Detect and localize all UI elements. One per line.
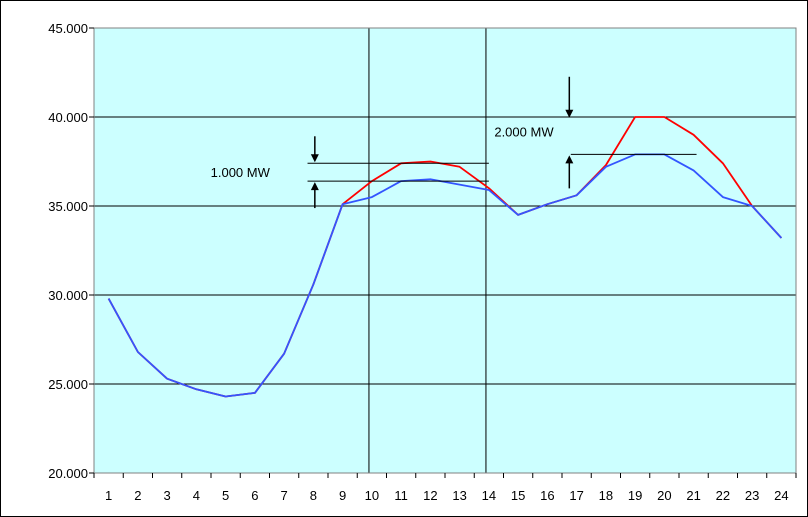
x-tick-label: 21 — [686, 488, 700, 503]
annotation-2-label: 2.000 MW — [494, 125, 554, 140]
x-tick-label: 15 — [511, 488, 525, 503]
arrow-up-head — [565, 155, 574, 164]
x-tick-label: 10 — [365, 488, 379, 503]
x-tick-label: 5 — [222, 488, 229, 503]
x-tick-label: 4 — [193, 488, 200, 503]
x-tick-label: 17 — [569, 488, 583, 503]
y-tick-label: 45.000 — [48, 21, 88, 36]
x-tick-label: 8 — [310, 488, 317, 503]
arrow-up-head — [310, 182, 319, 191]
y-tick-label: 35.000 — [48, 199, 88, 214]
x-tick-label: 20 — [657, 488, 671, 503]
x-tick-label: 6 — [251, 488, 258, 503]
x-tick-label: 12 — [423, 488, 437, 503]
x-tick-label: 14 — [482, 488, 496, 503]
x-tick-label: 23 — [745, 488, 759, 503]
annotation-1-label: 1.000 MW — [211, 165, 271, 180]
plot-area — [94, 28, 796, 473]
x-tick-label: 22 — [716, 488, 730, 503]
x-tick-label: 1 — [105, 488, 112, 503]
x-tick-label: 19 — [628, 488, 642, 503]
x-tick-label: 2 — [134, 488, 141, 503]
x-tick-label: 24 — [774, 488, 788, 503]
arrow-down-head — [565, 109, 574, 118]
y-tick-label: 30.000 — [48, 288, 88, 303]
series-line-blue — [107, 153, 783, 398]
y-tick-label: 40.000 — [48, 110, 88, 125]
y-tick-label: 20.000 — [48, 466, 88, 481]
y-tick-label: 25.000 — [48, 377, 88, 392]
arrow-down-head — [310, 154, 319, 163]
x-tick-label: 18 — [599, 488, 613, 503]
x-tick-label: 7 — [281, 488, 288, 503]
x-tick-label: 16 — [540, 488, 554, 503]
x-tick-label: 13 — [452, 488, 466, 503]
x-tick-label: 9 — [339, 488, 346, 503]
x-tick-label: 11 — [394, 488, 408, 503]
x-tick-label: 3 — [164, 488, 171, 503]
